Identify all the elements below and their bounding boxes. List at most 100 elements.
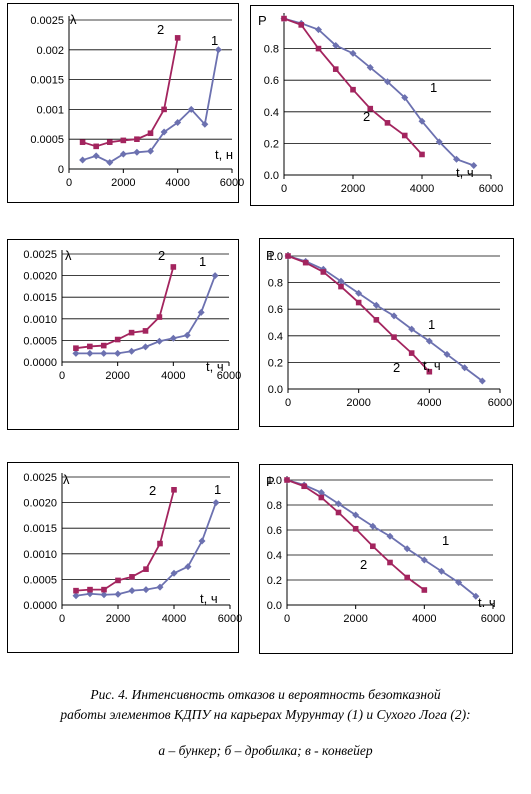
y-tick-label: 0.0020 (23, 498, 57, 510)
x-tick-label: 6000 (217, 370, 241, 382)
x-tick-label: 2000 (105, 370, 129, 382)
x-tick-label: 6000 (481, 613, 505, 625)
y-axis-label: λ (70, 12, 77, 27)
series-2-point (171, 487, 177, 493)
series-2-point (100, 342, 107, 349)
y-tick-label: 0.6 (268, 304, 283, 316)
series-1-point (100, 591, 108, 599)
series-1-point (147, 147, 154, 155)
series-1-point (183, 331, 191, 339)
y-tick-label: 0.6 (267, 525, 282, 537)
figure-caption-line-3: а – бункер; б – дробилка; в - конвейер (158, 743, 373, 758)
series-2-line (287, 255, 430, 373)
y-tick-label: 1.0 (267, 475, 282, 487)
x-axis-label: t, ч (200, 591, 218, 606)
series-1-point (455, 579, 463, 586)
series-1-label: 1 (199, 254, 206, 269)
x-tick-label: 2000 (346, 397, 370, 409)
series-2-point (373, 317, 380, 323)
series-1-point (337, 277, 345, 285)
series-1-label: 1 (430, 80, 437, 95)
series-1-line (283, 17, 475, 167)
x-axis-label: t. ч (478, 595, 496, 610)
series-1-point (198, 537, 206, 545)
series-2-point (120, 137, 127, 144)
y-tick-label: 0.0 (264, 170, 279, 182)
series-1-point (355, 289, 363, 297)
y-tick-label: 0.001 (36, 104, 64, 116)
x-tick-label: 2000 (343, 613, 367, 625)
series-1-point (386, 532, 394, 540)
y-tick-label: 0.4 (268, 331, 283, 343)
series-1-point (390, 312, 398, 320)
y-axis-label: λ (63, 472, 70, 487)
series-1-point (335, 500, 342, 508)
x-tick-label: 4000 (161, 370, 185, 382)
series-2-point (174, 35, 181, 41)
series-2-point (318, 494, 325, 501)
chart-svg: 0.0000 0.0005 0.0010 0.0015 0.0020 0.0025 0 200… (23, 472, 242, 625)
y-tick-label: 0.0015 (23, 292, 57, 304)
series-2-point (157, 540, 163, 547)
series-1-point (174, 119, 182, 127)
series-2-point (355, 299, 362, 306)
series-1-point (106, 158, 114, 166)
series-2-point (315, 45, 322, 52)
x-axis-label: t, н (215, 147, 233, 162)
series-1-point (214, 46, 222, 54)
y-tick-label: 0.2 (264, 138, 279, 150)
series-1-point (160, 128, 168, 136)
chart-svg: 0 0.0005 0.001 0.0015 0.002 0.0025 0 2000 4000 60… (30, 12, 244, 189)
series-2-point (419, 151, 425, 158)
series-2-point (426, 368, 433, 375)
series-1-line (287, 255, 483, 382)
y-tick-label: 0.0 (267, 600, 282, 612)
series-2-point (391, 334, 397, 340)
y-tick-label: 0.2 (267, 575, 282, 587)
series-1-point (114, 590, 122, 598)
series-2-point (387, 559, 393, 566)
series-1-label: 1 (211, 33, 218, 48)
x-tick-label: 4000 (412, 613, 436, 625)
series-2-point (298, 22, 305, 28)
series-1-point (352, 511, 360, 519)
chart-panel-5: 0.0000 0.0005 0.0010 0.0015 0.0020 0.0025 0 200… (7, 462, 242, 653)
x-tick-label: 0 (285, 397, 291, 409)
series-1-point (443, 350, 451, 358)
series-1-point (184, 563, 192, 571)
y-tick-label: 0.0025 (30, 15, 64, 27)
x-tick-label: 0 (66, 177, 72, 189)
series-2-label: 2 (393, 360, 400, 375)
series-1-label: 1 (214, 482, 221, 497)
series-1-point (403, 545, 411, 553)
series-2-point (161, 106, 167, 113)
series-2-label: 2 (360, 557, 367, 572)
series-2-point (285, 253, 291, 259)
series-2-point (114, 336, 121, 343)
series-1-point (128, 347, 136, 355)
series-1-point (472, 592, 480, 600)
series-1-point (133, 148, 141, 156)
y-tick-label: 0.8 (268, 278, 283, 290)
figure-caption-line-2: работы элементов КДПУ на карьерах Мурунт… (60, 707, 471, 722)
y-tick-label: 0.0020 (23, 271, 57, 283)
series-1-point (212, 499, 220, 507)
series-2-point (156, 314, 163, 320)
series-2-point (93, 143, 99, 150)
x-tick-label: 6000 (218, 613, 242, 625)
series-2-point (350, 86, 356, 93)
y-tick-label: 0.0010 (23, 549, 57, 561)
series-2-point (332, 66, 339, 72)
y-tick-label: 0.0000 (23, 357, 57, 369)
series-1-point (401, 94, 409, 102)
series-1-point (453, 155, 460, 163)
series-1-point (128, 587, 136, 595)
series-1-point (332, 41, 340, 49)
series-2-line (286, 479, 425, 591)
series-2-point (143, 566, 149, 572)
chart-panel-1: 0 0.0005 0.001 0.0015 0.002 0.0025 0 2000 4000 60… (7, 3, 244, 203)
series-1-point (211, 272, 219, 280)
series-1-point (418, 117, 426, 125)
x-tick-label: 0 (281, 183, 287, 195)
